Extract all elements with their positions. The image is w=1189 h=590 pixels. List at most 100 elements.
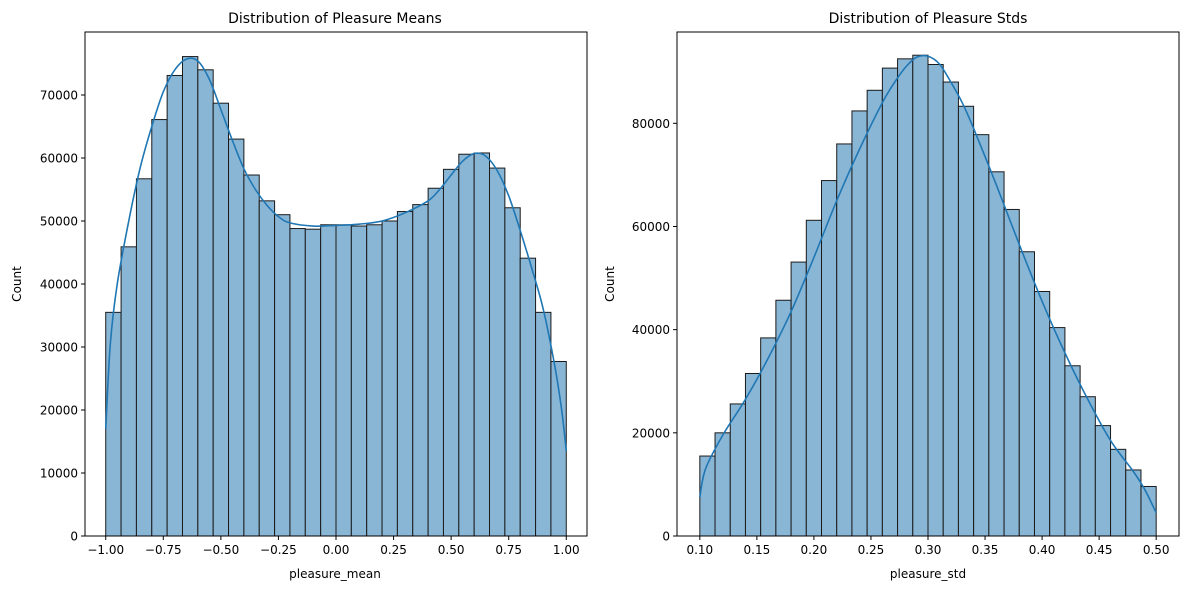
x-tick-label: 0.30 [915, 543, 942, 557]
y-tick-label: 40000 [632, 323, 670, 337]
histogram-bar [988, 171, 1005, 537]
y-axis-ticks: 0 10000 20000 30000 40000 50000 60000 70000 [40, 89, 85, 544]
x-tick-label: 0.25 [380, 543, 407, 557]
histogram-bar [228, 138, 245, 537]
x-tick-label: 0.00 [323, 543, 350, 557]
x-tick-label: −0.25 [260, 543, 297, 557]
histogram-bar [473, 152, 491, 537]
x-tick-label: −1.00 [87, 543, 124, 557]
histogram-bar [942, 81, 959, 537]
y-tick-label: 20000 [632, 426, 670, 440]
histogram-bar [699, 455, 716, 537]
y-tick-label: 60000 [632, 220, 670, 234]
histogram-bar [335, 224, 352, 537]
histogram-bar [289, 228, 306, 537]
y-tick-label: 60000 [40, 152, 78, 166]
histogram-bar [243, 174, 260, 537]
histogram-bar [1110, 448, 1127, 537]
histogram-bar [957, 105, 975, 537]
histogram-bar [212, 102, 230, 537]
x-tick-label: 0.10 [686, 543, 713, 557]
histogram-bar [258, 200, 276, 537]
histogram-bar [427, 187, 444, 537]
histogram-bar [304, 228, 322, 537]
x-tick-label: 0.35 [972, 543, 999, 557]
x-axis-label: pleasure_mean [289, 567, 381, 581]
histogram-bar [396, 211, 414, 537]
axes-frame [676, 31, 1180, 537]
histogram-bar [1003, 208, 1020, 537]
histogram-bar [1079, 396, 1096, 537]
histogram-bar [120, 246, 137, 537]
histogram-bar [320, 224, 337, 537]
y-tick-label: 80000 [632, 117, 670, 131]
y-tick-label: 20000 [40, 404, 78, 418]
x-axis-ticks: −1.00 −0.75 −0.50 −0.25 0.00 0.25 0.50 0.75 1.00 [87, 536, 580, 557]
histogram-bar [197, 69, 214, 537]
histogram-bar [181, 56, 199, 537]
chart-title: Distribution of Pleasure Stds [829, 11, 1028, 27]
histogram-bar [790, 261, 807, 537]
histogram-bar [973, 134, 990, 537]
histogram-bar [744, 373, 762, 537]
histogram-bar [504, 207, 521, 537]
histogram-bar [274, 214, 291, 537]
x-tick-label: 0.75 [495, 543, 522, 557]
histogram-bar [166, 74, 183, 537]
x-tick-label: 0.50 [438, 543, 465, 557]
x-tick-label: −0.50 [202, 543, 239, 557]
chart-title: Distribution of Pleasure Means [228, 11, 442, 27]
histogram-bar [1049, 327, 1066, 537]
histogram-bar [1064, 365, 1081, 537]
x-axis-label: pleasure_std [890, 567, 966, 581]
histogram-bar [1094, 425, 1112, 537]
histogram-bar [1140, 485, 1157, 537]
x-tick-label: 0.15 [744, 543, 771, 557]
kde-curve [104, 57, 568, 452]
x-tick-label: 0.50 [1143, 543, 1170, 557]
x-tick-label: −0.75 [145, 543, 182, 557]
histogram-bar [489, 167, 506, 537]
pleasure-mean-chart: Distribution of Pleasure Means −1.00 −0.7… [10, 11, 588, 581]
x-tick-label: 1.00 [553, 543, 580, 557]
histogram-bars [699, 54, 1157, 537]
axes-frame [84, 31, 588, 537]
x-axis-ticks: 0.10 0.15 0.20 0.25 0.30 0.35 0.40 0.45 0.50 [686, 536, 1170, 557]
y-tick-label: 0 [662, 530, 670, 544]
histogram-bar [927, 63, 944, 537]
histogram-bar [714, 432, 731, 537]
histogram-bar [851, 110, 868, 537]
histogram-bar [412, 204, 429, 537]
pleasure-std-chart: Distribution of Pleasure Stds 0.10 0.15 0.… [603, 11, 1180, 581]
histogram-bar [1033, 290, 1051, 537]
y-tick-label: 30000 [40, 341, 78, 355]
y-tick-label: 40000 [40, 278, 78, 292]
x-tick-label: 0.45 [1086, 543, 1113, 557]
y-axis-ticks: 0 20000 40000 60000 80000 [632, 117, 677, 544]
x-tick-label: 0.40 [1029, 543, 1056, 557]
histogram-bar [729, 403, 746, 537]
y-tick-label: 10000 [40, 467, 78, 481]
x-tick-label: 0.20 [801, 543, 828, 557]
histogram-bar [105, 311, 122, 537]
histogram-bar [897, 58, 914, 537]
histogram-bar [881, 67, 899, 537]
histogram-bar [775, 299, 792, 537]
histogram-bar [519, 257, 537, 537]
y-axis-label: Count [603, 266, 617, 302]
histogram-bar [381, 220, 398, 537]
y-tick-label: 0 [70, 530, 78, 544]
histogram-bar [366, 224, 383, 537]
y-tick-label: 50000 [40, 215, 78, 229]
histogram-bar [535, 311, 552, 537]
histogram-bar [151, 119, 168, 537]
y-axis-label: Count [10, 266, 24, 302]
y-tick-label: 70000 [40, 89, 78, 103]
histogram-bar [1018, 251, 1035, 537]
x-tick-label: 0.25 [858, 543, 885, 557]
kde-curve [699, 54, 1157, 514]
histogram-bar [442, 168, 460, 537]
histogram-bar [805, 219, 823, 537]
histogram-bar [866, 89, 883, 537]
